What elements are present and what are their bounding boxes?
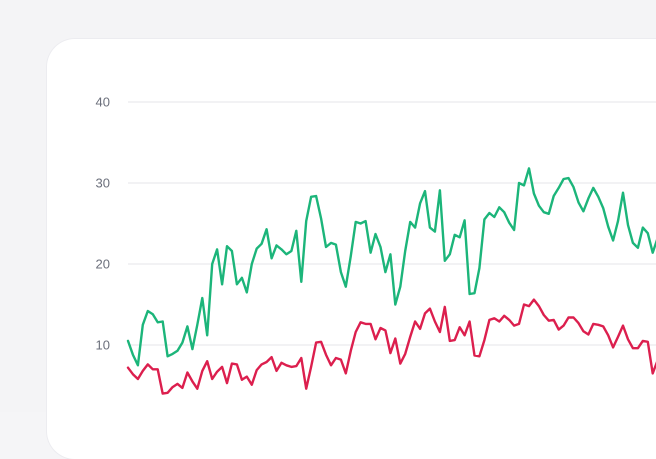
gridlines: [128, 101, 656, 346]
y-axis-ticks: 10 20 30 40: [96, 95, 110, 353]
y-tick-label: 40: [96, 95, 110, 110]
line-chart: 10 20 30 40: [96, 95, 656, 395]
series-line-2: [126, 298, 656, 395]
y-tick-label: 30: [96, 176, 110, 191]
y-tick-label: 10: [96, 338, 110, 353]
series-line-1: [126, 167, 656, 367]
series-lines: [126, 167, 656, 395]
y-tick-label: 20: [96, 257, 110, 272]
